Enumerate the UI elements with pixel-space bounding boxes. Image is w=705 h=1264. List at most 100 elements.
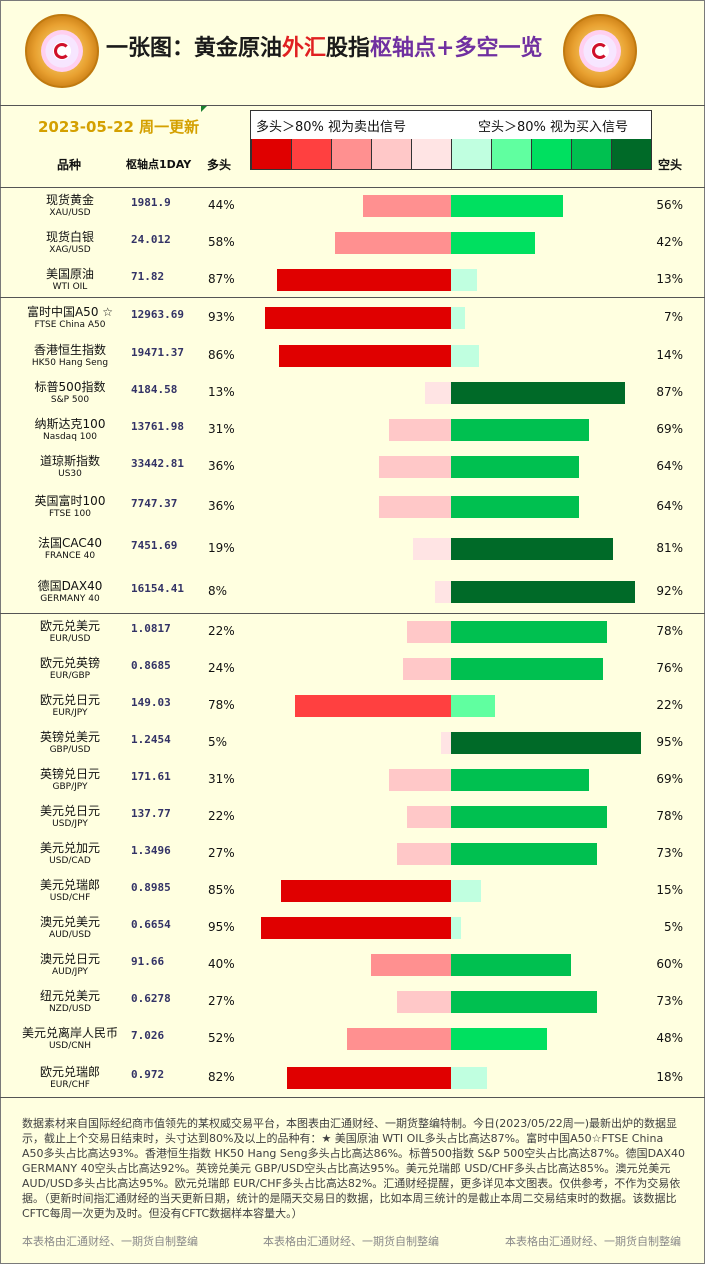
title-part-3: 股指 [326, 35, 371, 61]
short-bar [451, 538, 613, 560]
row-short-pct: 42% [656, 234, 683, 249]
long-bar [347, 1028, 451, 1050]
row-short-pct: 78% [656, 623, 683, 638]
watermark-center: 本表格由汇通财经、一期货自制整编 [263, 1235, 439, 1248]
short-bar [451, 344, 479, 367]
long-bar [281, 879, 451, 902]
short-bar [451, 268, 477, 291]
row-long-pct: 86% [208, 347, 235, 362]
row-pivot: 4184.58 [131, 382, 178, 396]
title-part-4: 枢轴点+多空一览 [370, 35, 543, 61]
row-short-pct: 22% [656, 697, 683, 712]
watermark-left: 本表格由汇通财经、一期货自制整编 [22, 1235, 198, 1248]
row-short-pct: 18% [656, 1069, 683, 1084]
right-coin-logo [563, 14, 637, 88]
short-bar [451, 879, 481, 902]
row-code: HK50 Hang Seng [31, 357, 109, 368]
legend-swatch [251, 139, 291, 169]
row-pivot: 33442.81 [131, 456, 184, 470]
legend-swatch [491, 139, 531, 169]
short-bar [451, 990, 597, 1013]
legend-swatch [451, 139, 491, 169]
table-bottom-divider [0, 1097, 705, 1098]
row-short-pct: 48% [656, 1031, 683, 1045]
title-part-1: 一张图：黄金原油 [106, 35, 283, 61]
row-short-pct: 81% [656, 541, 683, 555]
row-pivot: 1981.9 [131, 195, 171, 209]
title-part-2: 外汇 [282, 35, 327, 61]
row-long-pct: 36% [208, 498, 235, 513]
long-bar [379, 455, 451, 478]
long-bar [335, 231, 451, 254]
row-name: 英国富时100 [34, 493, 106, 508]
short-bar [451, 495, 579, 518]
col-header-name: 品种 [57, 158, 82, 172]
row-name: 现货白银 [45, 229, 94, 244]
row-short-pct: 76% [656, 660, 683, 675]
row-name: 美国原油 [45, 266, 94, 281]
row-name: 纽元兑美元 [39, 988, 100, 1003]
left-coin-logo [25, 14, 99, 88]
row-long-pct: 22% [208, 623, 235, 638]
row-short-pct: 69% [656, 771, 683, 786]
row-code: GBP/JPY [52, 781, 88, 792]
long-bar [261, 916, 451, 939]
row-code: USD/CNH [48, 1041, 92, 1051]
row-name: 美元兑日元 [39, 803, 100, 818]
legend-swatch [371, 139, 411, 169]
long-bar [413, 538, 451, 560]
row-long-pct: 19% [208, 541, 235, 555]
row-short-pct: 7% [663, 309, 683, 324]
row-long-pct: 27% [208, 993, 235, 1008]
row-pivot: 24.012 [131, 232, 171, 246]
short-bar [451, 418, 589, 441]
row-code: EUR/CHF [50, 1079, 90, 1090]
row-pivot: 0.8685 [131, 658, 171, 672]
short-bar [451, 953, 571, 976]
long-bar [265, 306, 451, 329]
short-bar [451, 842, 597, 865]
long-bar [403, 657, 451, 680]
short-bar [451, 620, 607, 643]
row-short-pct: 73% [656, 993, 683, 1008]
row-name: 欧元兑瑞郎 [39, 1064, 100, 1079]
row-short-pct: 64% [656, 498, 683, 513]
row-short-pct: 73% [656, 845, 683, 860]
col-header-pivot: 枢轴点1DAY [126, 158, 192, 171]
row-code: EUR/GBP [49, 670, 91, 681]
short-bar [451, 580, 635, 603]
row-name: 美元兑瑞郎 [39, 877, 100, 892]
row-pivot: 91.66 [131, 954, 165, 968]
short-bar [451, 916, 461, 939]
row-code: NZD/USD [48, 1003, 92, 1014]
long-bar [371, 953, 451, 976]
row-pivot: 0.972 [131, 1067, 165, 1081]
row-code: FRANCE 40 [44, 551, 96, 561]
legend-long-text: 多头＞80% 视为卖出信号 [256, 120, 407, 135]
row-pivot: 1.3496 [131, 843, 171, 857]
legend-swatch [411, 139, 451, 169]
row-long-pct: 78% [208, 697, 235, 712]
row-pivot: 1.0817 [131, 621, 171, 635]
group-divider-forex [0, 613, 705, 614]
long-bar [389, 768, 451, 791]
short-bar [451, 231, 535, 254]
row-name: 德国DAX40 [37, 578, 103, 593]
row-name: 英镑兑日元 [39, 766, 100, 781]
row-pivot: 16154.41 [131, 581, 184, 595]
short-bar [451, 1066, 487, 1089]
row-short-pct: 14% [656, 347, 683, 362]
long-bar [397, 990, 451, 1013]
row-name: 欧元兑英镑 [39, 655, 100, 670]
row-long-pct: 93% [208, 309, 235, 324]
legend-swatch [331, 139, 371, 169]
row-code: USD/CHF [49, 892, 91, 903]
long-bar [425, 381, 451, 404]
row-long-pct: 58% [208, 234, 235, 249]
short-bar [451, 657, 603, 680]
row-pivot: 137.77 [131, 806, 171, 820]
row-short-pct: 56% [656, 197, 683, 212]
legend-swatch [611, 139, 651, 169]
row-code: USD/CAD [49, 855, 91, 866]
long-bar [277, 268, 451, 291]
